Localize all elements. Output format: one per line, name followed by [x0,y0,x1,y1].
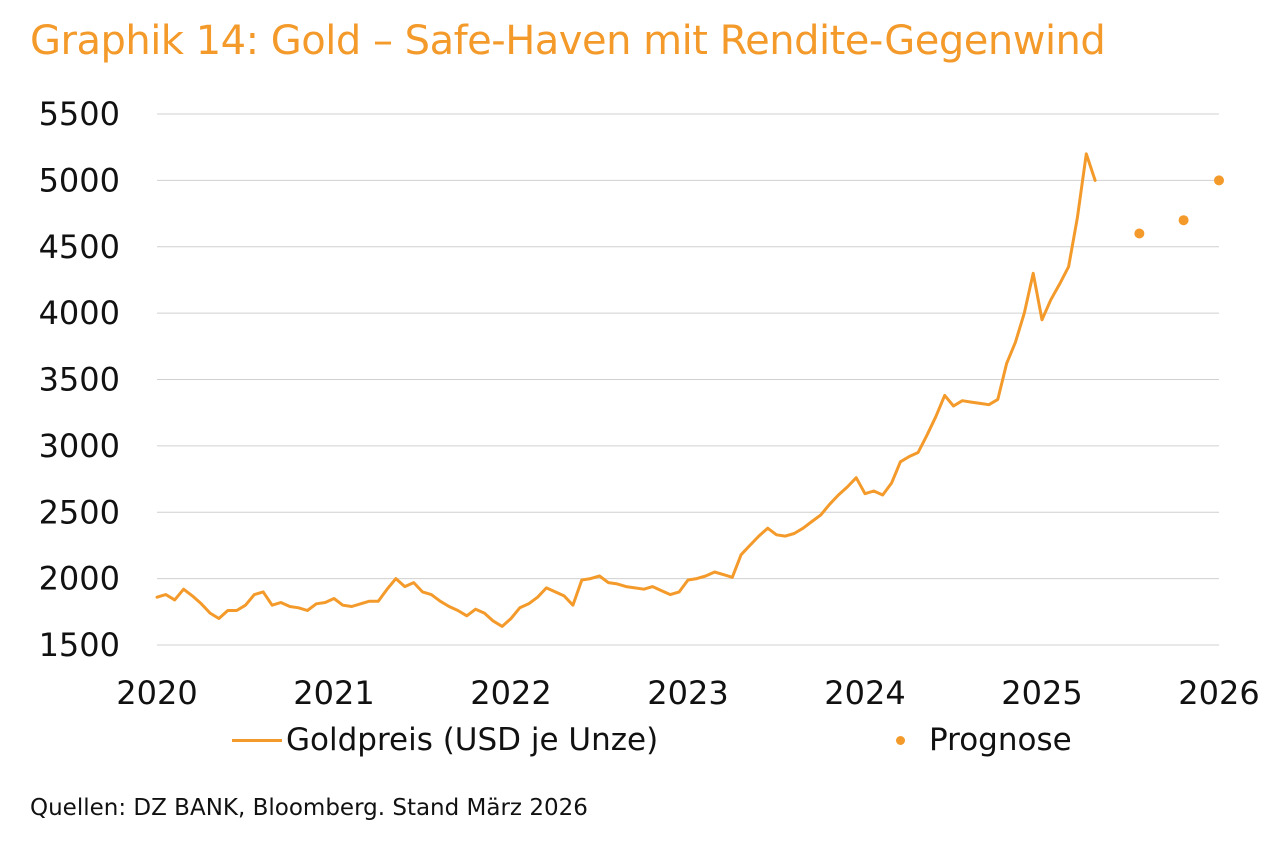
prognose-point [1178,215,1189,226]
legend-dot-swatch [896,735,905,745]
prognose-point [1214,175,1224,186]
chart-title: Graphik 14: Gold – Safe-Haven mit Rendit… [30,18,1106,64]
x-tick-labels: 2020 2021 2022 2023 2024 2025 2026 [116,674,1259,712]
x-tick-label: 2026 [1178,674,1259,712]
y-tick-label: 2000 [39,560,120,598]
legend-item-prognose: Prognose [896,722,1072,758]
x-tick-label: 2025 [1001,674,1082,712]
legend-label-goldpreis: Goldpreis (USD je Unze) [286,722,659,758]
legend-item-goldpreis: Goldpreis (USD je Unze) [232,722,658,758]
legend: Goldpreis (USD je Unze) Prognose [0,722,1280,768]
y-tick-label: 3000 [39,427,120,465]
y-tick-label: 2500 [39,493,120,531]
legend-label-prognose: Prognose [929,722,1072,758]
legend-line-swatch [232,738,282,742]
series-layer [155,152,1224,628]
grid-lines [157,113,1219,646]
x-tick-label: 2022 [470,674,551,712]
y-tick-label: 1500 [39,626,120,664]
y-tick-label: 3500 [39,361,120,399]
x-tick-label: 2021 [293,674,374,712]
source-note: Quellen: DZ BANK, Bloomberg. Stand März … [30,795,588,821]
y-tick-labels: 1500 2000 2500 3000 3500 4000 4500 5000 5500 [39,95,120,664]
y-tick-label: 5000 [39,161,120,199]
series-line-goldpreis [155,152,1097,628]
y-tick-label: 4000 [39,294,120,332]
x-tick-label: 2020 [116,674,197,712]
prognose-point [1134,228,1145,239]
y-tick-label: 5500 [39,95,120,133]
x-tick-label: 2024 [824,674,905,712]
x-tick-label: 2023 [647,674,728,712]
y-tick-label: 4500 [39,228,120,266]
